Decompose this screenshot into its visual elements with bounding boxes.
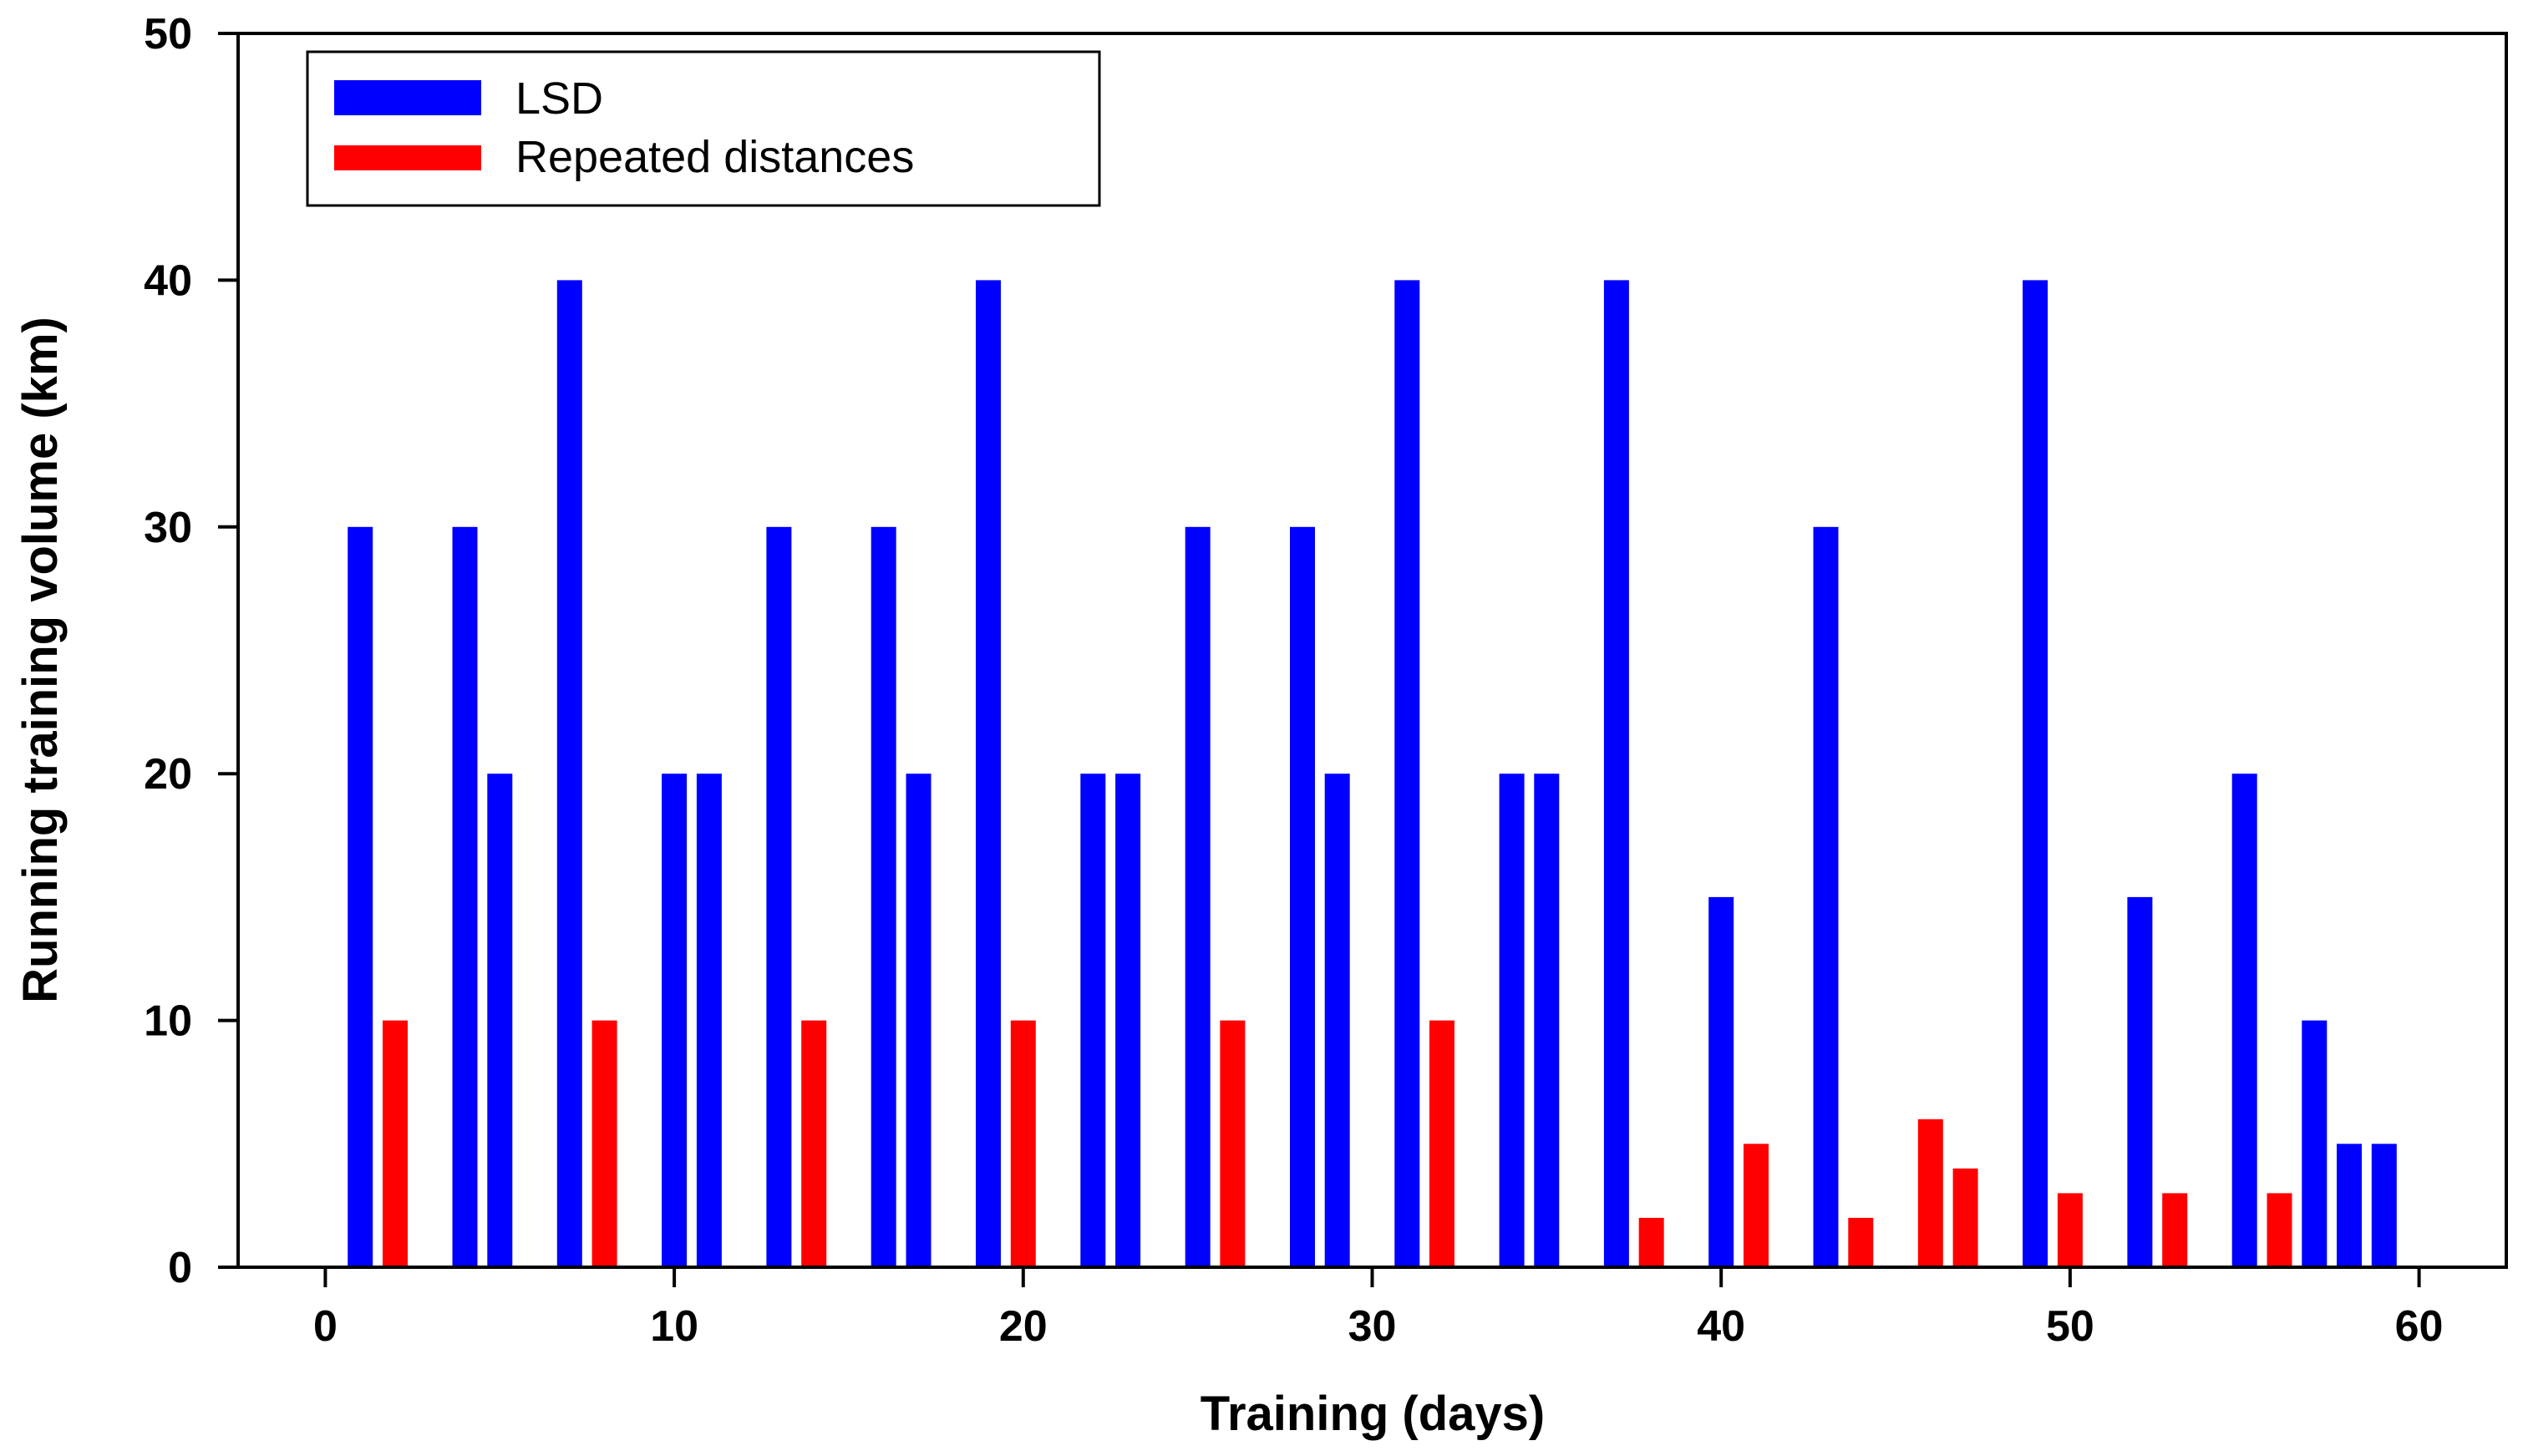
- bar-repeated-distances-day-44: [1848, 1217, 1874, 1267]
- bar-lsd-day-11: [696, 774, 722, 1267]
- bar-lsd-day-34: [1499, 774, 1525, 1267]
- bar-lsd-day-31: [1394, 280, 1420, 1267]
- y-axis-title: Running training volume (km): [13, 317, 68, 1003]
- bar-repeated-distances-day-38: [1638, 1217, 1664, 1267]
- bar-repeated-distances-day-56: [2267, 1193, 2292, 1267]
- y-tick-label: 30: [144, 504, 192, 552]
- bar-lsd-day-17: [906, 774, 932, 1267]
- x-axis-title: Training (days): [1201, 1387, 1546, 1441]
- legend-label-repeated-distances: Repeated distances: [515, 132, 914, 182]
- x-tick-label: 20: [999, 1302, 1048, 1351]
- bar-lsd-day-25: [1185, 526, 1211, 1267]
- bar-repeated-distances-day-46: [1917, 1119, 1943, 1267]
- bar-lsd-day-22: [1080, 774, 1106, 1267]
- bar-lsd-day-43: [1813, 526, 1839, 1267]
- bar-lsd-day-55: [2231, 774, 2257, 1267]
- legend-label-lsd: LSD: [515, 74, 603, 124]
- bar-lsd-day-52: [2127, 896, 2153, 1267]
- x-tick-label: 10: [650, 1302, 698, 1351]
- bar-repeated-distances-day-53: [2162, 1193, 2188, 1267]
- x-tick-label: 40: [1697, 1302, 1745, 1351]
- bar-lsd-day-13: [766, 526, 792, 1267]
- x-tick-label: 50: [2046, 1302, 2094, 1351]
- legend: LSD Repeated distances: [306, 50, 1101, 207]
- bar-repeated-distances-day-41: [1744, 1144, 1769, 1267]
- bar-repeated-distances-day-8: [591, 1020, 617, 1267]
- legend-swatch-repeated-distances: [334, 145, 481, 170]
- bar-lsd-day-10: [662, 774, 688, 1267]
- bar-lsd-day-1: [348, 526, 373, 1267]
- x-tick-label: 60: [2395, 1302, 2444, 1351]
- bar-lsd-day-57: [2302, 1020, 2328, 1267]
- bar-repeated-distances-day-47: [1952, 1168, 1978, 1267]
- bar-lsd-day-19: [976, 280, 1001, 1267]
- legend-box: [306, 50, 1101, 207]
- y-tick-label: 40: [144, 256, 192, 305]
- bar-lsd-day-5: [487, 774, 513, 1267]
- bars-layer: [348, 280, 2397, 1267]
- bar-lsd-day-35: [1534, 774, 1560, 1267]
- bar-repeated-distances-day-14: [801, 1020, 827, 1267]
- bar-lsd-day-59: [2371, 1144, 2397, 1267]
- bar-lsd-day-16: [871, 526, 896, 1267]
- bar-repeated-distances-day-50: [2057, 1193, 2083, 1267]
- bar-repeated-distances-day-20: [1010, 1020, 1036, 1267]
- bar-lsd-day-7: [556, 280, 582, 1267]
- bar-repeated-distances-day-26: [1220, 1020, 1246, 1267]
- y-tick-label: 10: [144, 997, 192, 1046]
- y-tick-label: 0: [168, 1244, 192, 1292]
- x-tick-label: 30: [1348, 1302, 1397, 1351]
- bar-repeated-distances-day-2: [383, 1020, 408, 1267]
- bar-lsd-day-29: [1324, 774, 1350, 1267]
- bar-lsd-day-28: [1290, 526, 1315, 1267]
- bar-lsd-day-4: [452, 526, 478, 1267]
- bar-lsd-day-49: [2023, 280, 2048, 1267]
- x-tick-label: 0: [313, 1302, 338, 1351]
- y-tick-label: 20: [144, 750, 192, 799]
- bar-lsd-day-37: [1603, 280, 1629, 1267]
- bar-repeated-distances-day-32: [1429, 1020, 1454, 1267]
- y-tick-label: 50: [144, 10, 192, 58]
- bar-lsd-day-40: [1708, 896, 1734, 1267]
- bar-lsd-day-23: [1115, 774, 1141, 1267]
- ticks-layer: 0 10 20 30 40 50 60 0 10 20 30 40 50: [144, 10, 2443, 1351]
- bar-lsd-day-58: [2337, 1144, 2362, 1267]
- legend-swatch-lsd: [334, 80, 481, 115]
